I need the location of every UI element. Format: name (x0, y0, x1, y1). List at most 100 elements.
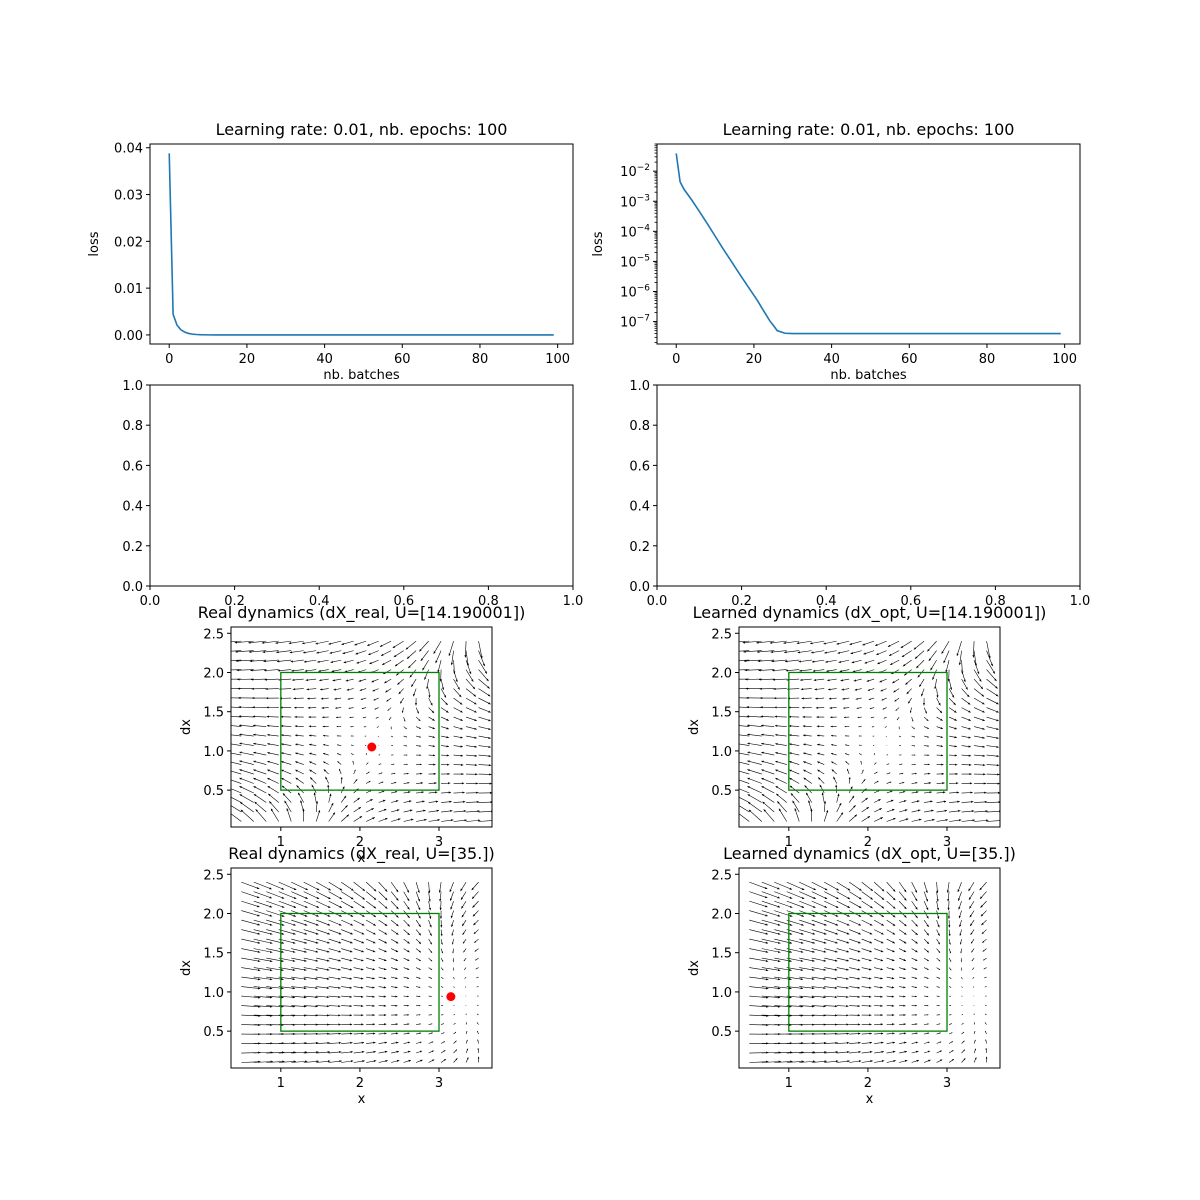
quiver-arrow-head (384, 1023, 387, 1026)
quiver-arrow-head (305, 905, 308, 908)
quiver-arrow-head (985, 1056, 988, 1059)
quiver-arrow-head (801, 887, 805, 890)
axes-frame (656, 143, 1081, 345)
quiver-arrow-head (817, 761, 820, 764)
quiver-arrow (249, 659, 267, 662)
quiver-arrow-head (464, 977, 466, 979)
quiver-arrow (849, 881, 862, 891)
quiver-arrow-head (396, 809, 400, 812)
quiver-arrow-head (339, 905, 342, 908)
quiver-arrow-head (257, 905, 260, 908)
quiver-arrow-head (866, 679, 870, 682)
quiver-arrow-head (824, 923, 827, 926)
quiver-arrow-head (789, 734, 792, 737)
y-tick-label: 0.5 (711, 784, 732, 799)
quiver-arrow-head (332, 679, 335, 682)
quiver-arrow-head (440, 933, 443, 937)
quiver-arrow-head (761, 733, 764, 736)
quiver-arrow-head (442, 977, 444, 979)
quiver-arrow-head (947, 907, 950, 911)
quiver-arrow-head (775, 760, 778, 763)
quiver-arrow-head (318, 669, 321, 673)
quiver-arrow-head (384, 808, 387, 811)
quiver-arrow-head (915, 932, 918, 935)
quiver-arrow-head (903, 1023, 906, 1026)
quiver-arrow-head (904, 1041, 907, 1044)
quiver-arrow-head (800, 977, 803, 981)
quiver-arrow (760, 716, 775, 718)
quiver-arrow-head (473, 931, 476, 934)
quiver-arrow-head (350, 932, 353, 935)
quiver-arrow-head (472, 686, 475, 690)
quiver-arrow (769, 640, 787, 644)
quiver-arrow-head (857, 959, 861, 962)
quiver-arrow (986, 801, 1000, 803)
quiver-arrow-head (777, 923, 781, 926)
quiver-arrow (239, 777, 254, 784)
quiver-arrow-head (938, 703, 941, 706)
y-tick-label: 0.8 (122, 419, 143, 434)
quiver-arrow-head (774, 724, 778, 727)
quiver-arrow-head (361, 1023, 364, 1026)
x-tick-label: 0.4 (309, 594, 330, 609)
quiver-arrow-head (298, 792, 301, 796)
quiver-arrow-head (905, 818, 909, 821)
quiver-arrow-head (393, 772, 396, 775)
quiver-arrow-head (395, 995, 398, 998)
quiver-arrow-head (240, 802, 243, 805)
quiver-arrow (302, 640, 317, 644)
quiver-arrow (761, 769, 775, 775)
quiver-arrow-head (870, 717, 873, 719)
quiver-arrow-head (419, 1014, 421, 1016)
quiver-arrow-head (998, 791, 1000, 794)
quiver-arrow-head (461, 773, 464, 776)
quiver-arrow-head (777, 896, 780, 899)
quiver-arrow (289, 650, 304, 653)
quiver-arrow-head (293, 887, 297, 890)
quiver-arrow-head (430, 986, 432, 988)
quiver-arrow-head (327, 932, 330, 935)
quiver-arrow-head (959, 924, 962, 927)
quiver-arrow (262, 650, 279, 653)
quiver-arrow-head (225, 733, 227, 735)
quiver-arrow (303, 929, 319, 935)
quiver-arrow-head (854, 688, 858, 691)
quiver-arrow-head (439, 679, 442, 682)
quiver-arrow-head (823, 1014, 826, 1017)
quiver-arrow-head (892, 1032, 895, 1035)
quiver-arrow (811, 891, 828, 900)
quiver-arrow-head (350, 923, 353, 926)
quiver-arrow-head (968, 718, 971, 721)
quiver-arrow-head (361, 950, 364, 953)
quiver-arrow-head (733, 724, 735, 726)
quiver-arrow-head (876, 652, 879, 655)
quiver-arrow-head (800, 678, 803, 682)
quiver-arrow (799, 900, 816, 908)
quiver-arrow-head (477, 1039, 479, 1041)
quiver-arrow-head (349, 959, 353, 962)
quiver-arrow-head (950, 1014, 952, 1016)
quiver-arrow (303, 976, 318, 980)
quiver-arrow-head (463, 810, 467, 813)
quiver-arrow-head (257, 941, 261, 944)
quiver-arrow-head (824, 1060, 827, 1063)
quiver-arrow (253, 938, 273, 944)
quiver-arrow-head (316, 896, 320, 899)
quiver-arrow-head (906, 691, 909, 695)
quiver-arrow-head (441, 960, 444, 962)
quiver-arrow-head (293, 697, 296, 700)
axes-frame (230, 626, 493, 828)
quiver-arrow-head (331, 670, 334, 673)
quiver-arrow-head (375, 717, 377, 719)
quiver-arrow-head (765, 950, 769, 953)
quiver-arrow-head (761, 724, 764, 727)
quiver-arrow (291, 891, 308, 900)
quiver-arrow (973, 660, 980, 675)
quiver-arrow-head (428, 907, 432, 911)
quiver-arrow-head (384, 1041, 387, 1044)
y-tick-label: 0.4 (629, 500, 650, 515)
quiver-arrow (253, 777, 267, 784)
quiver-arrow (241, 938, 261, 944)
quiver-arrow (255, 809, 267, 822)
quiver-arrow-head (395, 950, 399, 953)
